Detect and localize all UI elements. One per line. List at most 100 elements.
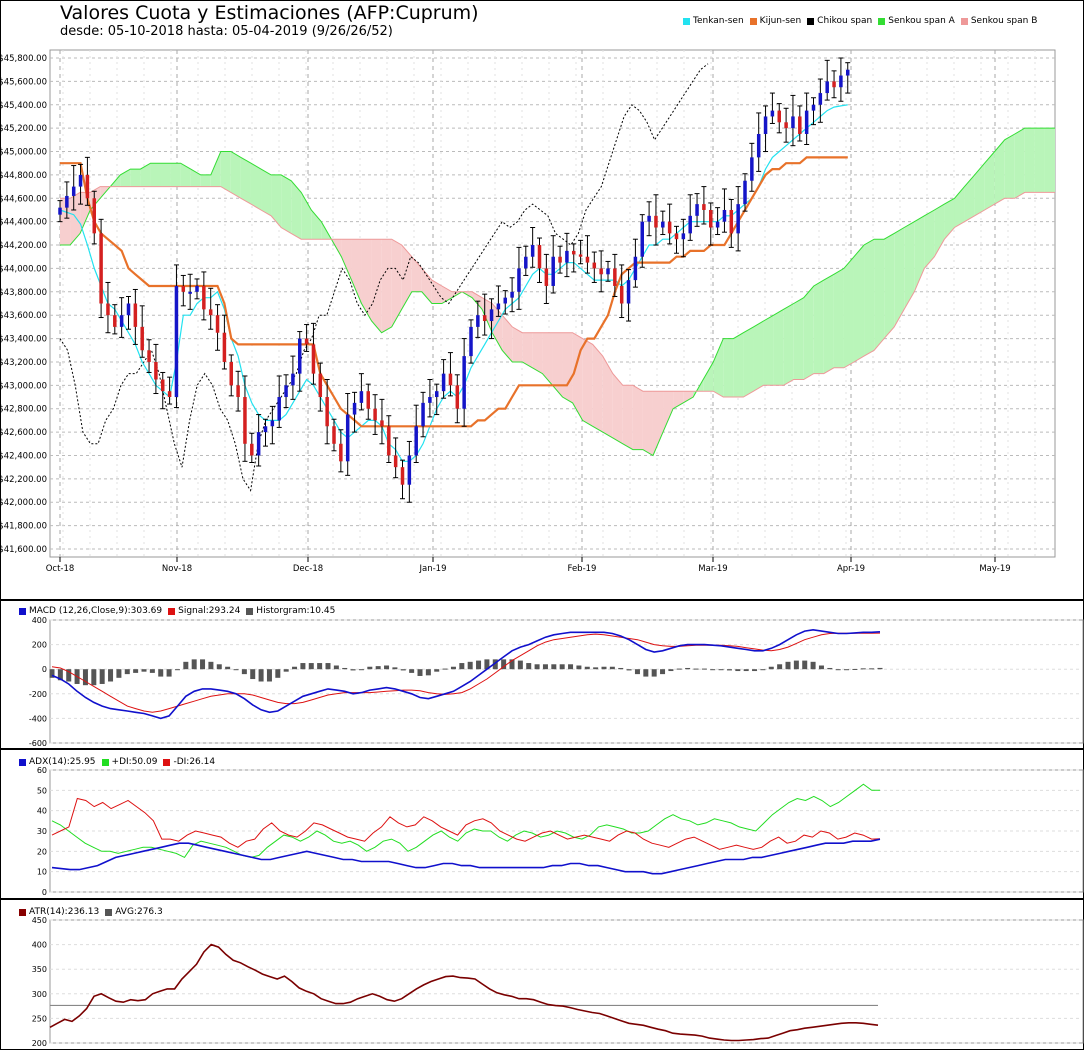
candle-body [544,268,549,286]
cloud-segment [391,239,402,327]
cloud-segment [833,268,844,368]
cloud-segment [1034,128,1045,193]
signal-line [51,632,881,713]
histogram-bar [283,669,289,672]
histogram-bar [651,669,657,677]
histogram-bar [626,669,632,671]
candle-body [284,385,288,398]
histogram-bar [141,669,147,672]
cloud-segment [421,268,432,304]
histogram-bar [400,669,406,671]
histogram-bar [216,664,222,670]
histogram-bar [601,666,607,670]
histogram-bar [124,669,130,675]
candle-body [359,391,364,403]
histogram-bar [777,664,783,670]
atr-y-tick-label: 300 [32,990,47,999]
candle-body [756,133,761,158]
candle-body [58,207,62,215]
histogram-bar [676,668,682,670]
candle-body [339,443,343,462]
main-y-tick-label: $43,600.00 [0,311,47,321]
histogram-bar [459,663,465,670]
candle-body [65,195,69,208]
cloud-segment [502,315,513,362]
main-y-tick-label: $42,000.00 [0,498,47,508]
chart-title: Valores Cuota y Estimaciones (AFP:Cuprum… [60,2,479,24]
histogram-bar [183,661,189,670]
cloud-segment [984,151,995,210]
candle-body [229,361,233,386]
macd-y-tick-label: -600 [29,739,47,748]
candle-body [482,315,487,322]
candle-body [667,221,672,234]
histogram-bar [793,660,799,670]
plus-di-line [51,783,881,859]
cloud-segment [642,391,653,456]
histogram-bar [333,665,339,670]
cloud-segment [602,356,613,438]
histogram-bar [584,666,590,670]
candle-body [250,443,254,456]
histogram-bar [559,664,565,670]
cloud-segment [592,344,603,433]
candle-body [366,391,370,409]
candle-body [709,209,713,228]
candle-body [791,116,795,129]
candle-body [606,268,610,275]
histogram-bar [810,661,816,670]
cloud-segment [954,186,965,228]
macd-y-tick-label: 200 [32,641,47,650]
cloud-segment [773,309,784,386]
histogram-bar [877,667,883,670]
histogram-bar [116,669,122,678]
adx-y-tick-label: 50 [37,786,47,795]
minus-di-legend-label: -DI:26.14 [173,757,216,767]
candle-body [647,215,651,222]
main-y-tick-label: $42,600.00 [0,428,47,438]
candle-body [448,373,453,386]
candle-body [770,110,775,117]
candle-body [777,110,781,123]
cloud-segment [361,239,372,322]
candle-body [325,397,329,427]
histogram-bar [701,668,707,670]
cloud-segment [371,239,382,333]
cloud-segment [60,198,71,246]
candle-body [763,116,768,134]
histogram-bar [300,663,306,670]
atr-y-tick-label: 450 [32,916,47,925]
candle-body [407,455,412,485]
macd-legend: MACD (12,26,Close,9):303.69 Signal:293.2… [19,606,335,616]
macd-line [51,628,881,720]
histogram-bar [149,669,155,673]
candle-body [318,373,323,398]
candle-body [626,280,631,304]
main-y-tick-label: $44,200.00 [0,241,47,251]
main-x-tick-label: Apr-19 [837,564,865,574]
cloud-segment [1024,128,1035,193]
macd-y-tick-label: -200 [29,690,47,699]
histogram-bar [869,668,875,670]
main-x-tick-label: May-19 [979,564,1010,574]
candle-body [106,303,110,316]
atr-plot-area [49,919,1084,1044]
candle-body [811,104,816,111]
adx-y-tick-label: 10 [37,868,47,877]
candle-body [619,285,624,304]
cloud-segment [170,163,181,187]
cloud-segment [853,245,865,362]
main-x-tick-label: Oct-18 [46,564,75,574]
cloud-segment [130,169,141,187]
histogram-bar [158,669,164,677]
cloud-segment [994,139,1005,205]
histogram-bar [266,669,272,682]
histogram-legend-label: Historgram:10.45 [256,606,336,616]
cloud-segment [240,157,251,205]
candle-body [99,233,103,304]
candle-body [462,356,466,409]
atr-y-tick-label: 350 [32,965,47,974]
candle-body [750,157,754,181]
main-y-tick-label: $43,800.00 [0,288,47,298]
histogram-bar [358,669,364,671]
